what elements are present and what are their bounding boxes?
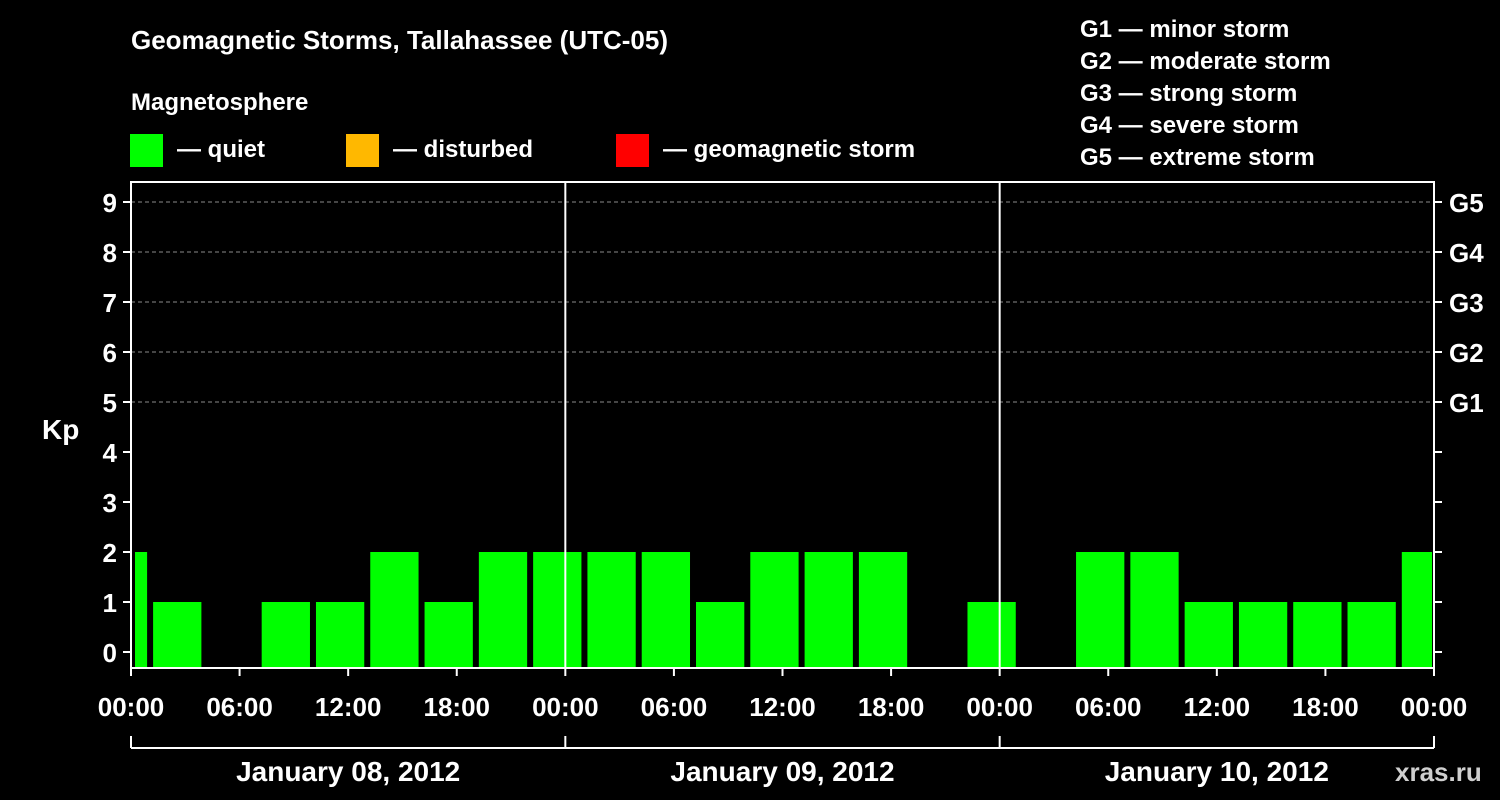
kp-bar-22 <box>1293 602 1342 668</box>
kp-bar-9 <box>587 552 636 668</box>
kp-bar-23 <box>1347 602 1396 668</box>
x-tick-label: 18:00 <box>1292 692 1359 722</box>
legend-swatch-quiet <box>130 134 163 167</box>
x-tick-label: 18:00 <box>858 692 925 722</box>
kp-bar-14 <box>858 552 908 668</box>
legend-label-storm: — geomagnetic storm <box>663 136 915 163</box>
y-tick-label: 4 <box>103 438 118 468</box>
legend: — quiet — disturbed — geomagnetic storm <box>130 134 915 167</box>
kp-bar-5 <box>370 552 419 668</box>
day-label-0: January 08, 2012 <box>236 756 460 787</box>
kp-bar-1 <box>153 602 202 668</box>
storm-scale-g4: G4 — severe storm <box>1080 112 1299 139</box>
storm-scale-legend: G1 — minor storm G2 — moderate storm G3 … <box>1080 16 1331 171</box>
legend-label-quiet: — quiet <box>177 136 265 163</box>
gridlines <box>131 201 1434 403</box>
kp-bar-8 <box>533 552 582 668</box>
g-level-label-g4: G4 <box>1449 238 1484 268</box>
x-tick-label: 00:00 <box>532 692 599 722</box>
x-tick-label: 06:00 <box>641 692 708 722</box>
kp-bar-24 <box>1401 552 1432 668</box>
day-label-2: January 10, 2012 <box>1105 756 1329 787</box>
g-level-labels: G1 G2 G3 G4 G5 <box>1449 188 1484 418</box>
kp-bar-19 <box>1130 552 1179 668</box>
kp-bar-16 <box>967 602 1016 668</box>
y-tick-label: 1 <box>103 588 117 618</box>
kp-bar-10 <box>641 552 691 668</box>
x-tick-label: 06:00 <box>206 692 273 722</box>
x-tick-label: 12:00 <box>749 692 816 722</box>
x-tick-label: 00:00 <box>98 692 165 722</box>
kp-bar-18 <box>1076 552 1125 668</box>
x-tick-label: 00:00 <box>966 692 1033 722</box>
y-tick-label: 0 <box>103 638 117 668</box>
storm-scale-g1: G1 — minor storm <box>1080 16 1289 43</box>
kp-bar-13 <box>804 552 853 668</box>
kp-bar-0 <box>135 552 148 668</box>
watermark: xras.ru <box>1395 757 1482 787</box>
kp-bar-6 <box>424 602 473 668</box>
legend-title: Magnetosphere <box>131 89 308 116</box>
x-tick-label: 00:00 <box>1401 692 1468 722</box>
x-tick-label: 06:00 <box>1075 692 1142 722</box>
y-tick-labels: 0 1 2 3 4 5 6 7 8 9 <box>103 188 1442 668</box>
chart-title: Geomagnetic Storms, Tallahassee (UTC-05) <box>131 25 668 55</box>
kp-bar-4 <box>315 602 365 668</box>
bars <box>135 552 1432 668</box>
g-level-label-g2: G2 <box>1449 338 1484 368</box>
g-level-label-g5: G5 <box>1449 188 1484 218</box>
y-tick-label: 3 <box>103 488 117 518</box>
kp-bar-20 <box>1184 602 1233 668</box>
g-level-label-g1: G1 <box>1449 388 1484 418</box>
legend-swatch-storm <box>616 134 649 167</box>
storm-scale-g2: G2 — moderate storm <box>1080 48 1331 75</box>
x-tick-label: 12:00 <box>315 692 382 722</box>
y-tick-label: 8 <box>103 238 117 268</box>
y-tick-label: 5 <box>103 388 117 418</box>
kp-bar-12 <box>750 552 799 668</box>
storm-scale-g3: G3 — strong storm <box>1080 80 1297 107</box>
kp-bar-7 <box>478 552 528 668</box>
storm-scale-g5: G5 — extreme storm <box>1080 144 1315 171</box>
x-tick-labels: 00:00 06:00 12:00 18:00 00:00 06:00 12:00 18:00… <box>98 668 1468 722</box>
g-level-label-g3: G3 <box>1449 288 1484 318</box>
y-tick-label: 2 <box>103 538 117 568</box>
kp-bar-3 <box>261 602 310 668</box>
y-tick-label: 6 <box>103 338 117 368</box>
y-axis-label: Kp <box>42 414 79 445</box>
y-tick-label: 9 <box>103 188 117 218</box>
x-tick-label: 12:00 <box>1184 692 1251 722</box>
legend-swatch-disturbed <box>346 134 379 167</box>
day-labels: January 08, 2012 January 09, 2012 January … <box>130 736 1435 787</box>
kp-bar-11 <box>696 602 745 668</box>
kp-bar-21 <box>1238 602 1288 668</box>
day-label-1: January 09, 2012 <box>670 756 894 787</box>
legend-label-disturbed: — disturbed <box>393 136 533 163</box>
y-tick-label: 7 <box>103 288 117 318</box>
x-tick-label: 18:00 <box>424 692 491 722</box>
